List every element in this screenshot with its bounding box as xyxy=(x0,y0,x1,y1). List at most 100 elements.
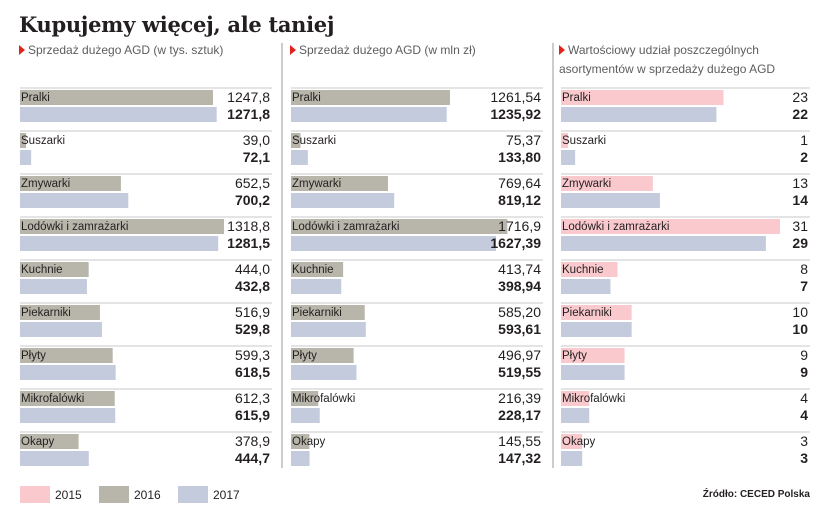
legend-swatch-2016 xyxy=(99,486,129,503)
category-label-6: Piekarniki xyxy=(292,307,342,319)
bar-2016-6 xyxy=(291,305,365,320)
value-label-2017-3: 700,2 xyxy=(235,192,270,208)
value-label-2016-9: 145,55 xyxy=(498,433,541,449)
value-label-2017-9: 444,7 xyxy=(235,450,270,466)
bar-2017-7 xyxy=(291,365,357,380)
bar-2015-5 xyxy=(561,262,618,277)
bar-2015-7 xyxy=(561,348,625,363)
value-label-2017-7: 618,5 xyxy=(235,364,270,380)
bar-2017-7 xyxy=(20,365,116,380)
category-label-9: Okapy xyxy=(292,436,325,448)
bar-2016-2 xyxy=(291,133,301,148)
bar-2017-6 xyxy=(20,322,102,337)
value-label-2017-3: 14 xyxy=(792,192,808,208)
bar-2015-1 xyxy=(561,90,724,105)
category-label-4: Lodówki i zamrażarki xyxy=(292,221,399,233)
bar-2015-3 xyxy=(561,176,653,191)
category-label-8: Mikrofalówki xyxy=(292,393,355,405)
panel-1-title: Sprzedaż dużego AGD (w tys. sztuk) xyxy=(28,43,224,57)
bar-2017-8 xyxy=(291,408,320,423)
category-label-7: Płyty xyxy=(21,350,46,362)
category-label-6: Piekarniki xyxy=(562,307,612,319)
category-label-1: Pralki xyxy=(292,92,321,104)
value-label-2017-5: 7 xyxy=(800,278,808,294)
bar-2017-1 xyxy=(291,107,447,122)
bar-2016-7 xyxy=(291,348,354,363)
bar-2015-4 xyxy=(561,219,780,234)
bar-2017-3 xyxy=(561,193,660,208)
category-label-3: Zmywarki xyxy=(21,178,70,190)
bar-2017-3 xyxy=(20,193,129,208)
bar-2017-1 xyxy=(561,107,717,122)
value-label-2016-8: 612,3 xyxy=(235,390,270,406)
value-label-2017-7: 519,55 xyxy=(498,364,541,380)
value-label-2017-9: 147,32 xyxy=(498,450,541,466)
bar-2015-6 xyxy=(561,305,632,320)
legend-label-2017: 2017 xyxy=(213,488,240,502)
bar-2017-1 xyxy=(20,107,217,122)
value-label-2016-8: 216,39 xyxy=(498,390,541,406)
bar-2016-5 xyxy=(291,262,344,277)
bar-2016-9 xyxy=(291,434,310,449)
value-label-2016-1: 1247,8 xyxy=(227,89,270,105)
value-label-2017-6: 593,61 xyxy=(498,321,541,337)
value-label-2017-1: 1235,92 xyxy=(490,106,541,122)
bar-2016-4 xyxy=(20,219,224,234)
category-label-9: Okapy xyxy=(562,436,595,448)
value-label-2015-9: 3 xyxy=(800,433,808,449)
value-label-2015-8: 4 xyxy=(800,390,808,406)
legend-label-2015: 2015 xyxy=(55,488,82,502)
bar-2017-9 xyxy=(20,451,89,466)
value-label-2015-6: 10 xyxy=(792,304,808,320)
bar-2017-5 xyxy=(291,279,342,294)
bar-2015-2 xyxy=(561,133,569,148)
bar-2016-8 xyxy=(20,391,115,406)
value-label-2017-2: 72,1 xyxy=(243,149,270,165)
panel-3-subtitle: Wartościowy udział poszczególnych asorty… xyxy=(559,41,799,79)
bar-2017-2 xyxy=(291,150,308,165)
bar-2017-6 xyxy=(561,322,632,337)
value-label-2015-7: 9 xyxy=(800,347,808,363)
bar-2017-6 xyxy=(291,322,366,337)
value-label-2017-8: 4 xyxy=(800,407,808,423)
bar-2017-9 xyxy=(561,451,583,466)
red-triangle-icon xyxy=(19,45,25,55)
value-label-2017-8: 615,9 xyxy=(235,407,270,423)
bar-2016-6 xyxy=(20,305,100,320)
value-label-2015-4: 31 xyxy=(792,218,808,234)
value-label-2017-7: 9 xyxy=(800,364,808,380)
value-label-2016-7: 599,3 xyxy=(235,347,270,363)
category-label-4: Lodówki i zamrażarki xyxy=(562,221,669,233)
category-label-5: Kuchnie xyxy=(562,264,604,276)
bar-2016-1 xyxy=(291,90,450,105)
bar-2017-4 xyxy=(291,236,497,251)
value-label-2016-6: 585,20 xyxy=(498,304,541,320)
panel-1-subtitle: Sprzedaż dużego AGD (w tys. sztuk) xyxy=(19,41,279,60)
bar-2017-8 xyxy=(20,408,116,423)
bar-2016-3 xyxy=(291,176,388,191)
value-label-2017-3: 819,12 xyxy=(498,192,541,208)
bar-2016-2 xyxy=(20,133,27,148)
value-label-2016-4: 1716,9 xyxy=(498,218,541,234)
value-label-2017-5: 432,8 xyxy=(235,278,270,294)
value-label-2017-5: 398,94 xyxy=(498,278,541,294)
panel-3-title: Wartościowy udział poszczególnych asorty… xyxy=(559,43,776,76)
value-label-2015-5: 8 xyxy=(800,261,808,277)
value-label-2016-9: 378,9 xyxy=(235,433,270,449)
value-label-2016-7: 496,97 xyxy=(498,347,541,363)
category-label-5: Kuchnie xyxy=(292,264,334,276)
value-label-2017-1: 22 xyxy=(792,106,808,122)
value-label-2017-8: 228,17 xyxy=(498,407,541,423)
value-label-2017-6: 529,8 xyxy=(235,321,270,337)
value-label-2016-2: 39,0 xyxy=(243,132,270,148)
category-label-8: Mikrofalówki xyxy=(21,393,84,405)
value-label-2017-1: 1271,8 xyxy=(227,106,270,122)
legend-swatch-2015 xyxy=(20,486,50,503)
legend-label-2016: 2016 xyxy=(134,488,161,502)
value-label-2016-3: 652,5 xyxy=(235,175,270,191)
value-label-2015-2: 1 xyxy=(800,132,808,148)
legend-swatch-2017 xyxy=(178,486,208,503)
bar-2016-7 xyxy=(20,348,113,363)
